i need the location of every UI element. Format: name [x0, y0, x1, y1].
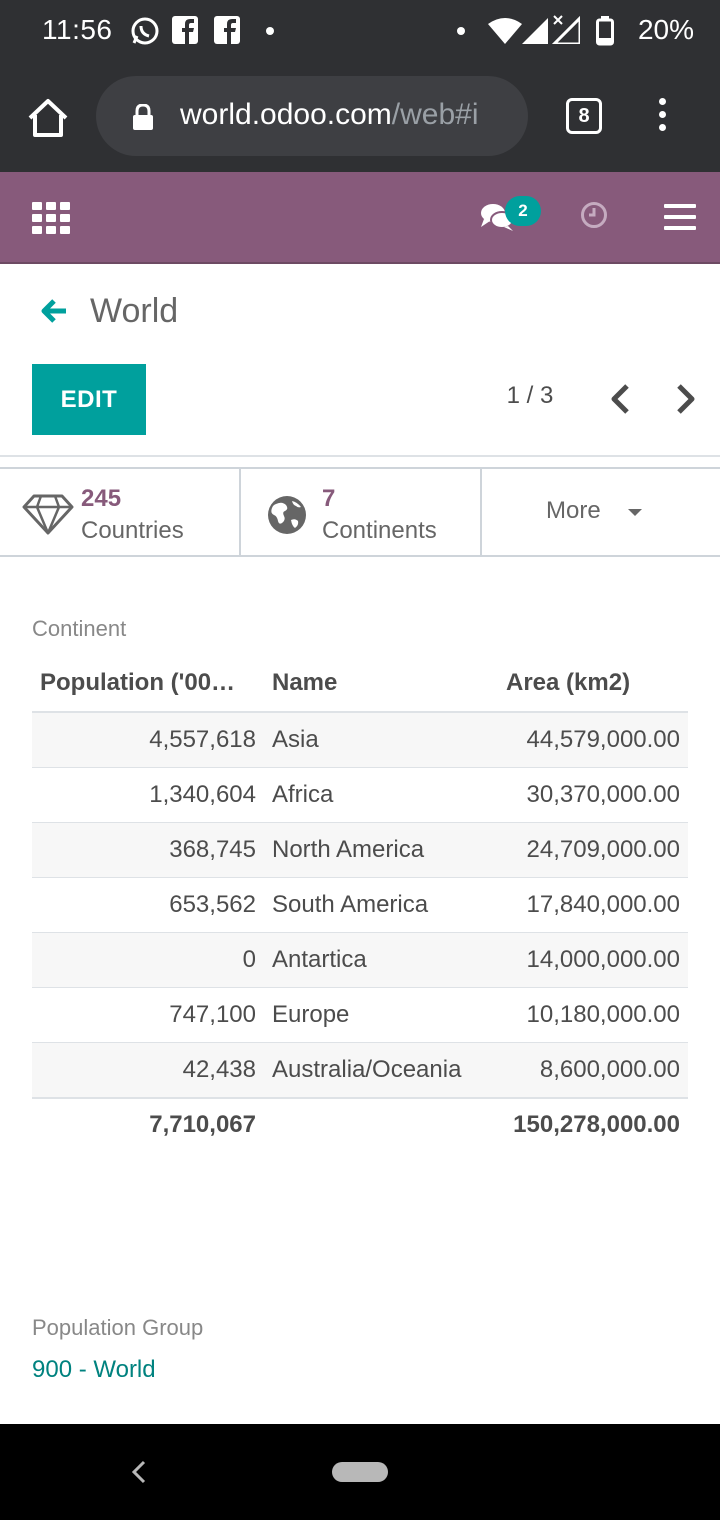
table-header: Population ('00… Name Area (km2): [32, 655, 688, 713]
page-title: World: [90, 291, 179, 330]
globe-icon: [268, 496, 306, 534]
chat-unread-badge: 2: [505, 196, 541, 226]
battery-percentage: 20%: [637, 14, 694, 45]
status-bar: 11:56 20%: [0, 0, 720, 64]
signal-no-sim-icon: [552, 15, 580, 44]
odoo-navbar: [0, 172, 720, 264]
table-row[interactable]: 4,557,618 Asia 44,579,000.00: [32, 713, 688, 768]
cell-name: South America: [272, 891, 429, 918]
back-arrow-icon[interactable]: [40, 296, 70, 326]
cell-population: 1,340,604: [149, 781, 256, 808]
status-time: 11:56: [42, 14, 113, 45]
cell-area: 10,180,000.00: [526, 1001, 680, 1028]
url-text: world.odoo.com/web#i: [180, 98, 510, 132]
cell-population: 653,562: [169, 891, 256, 918]
countries-count: 245: [81, 485, 122, 512]
continent-table: Population ('00… Name Area (km2) 4,557,6…: [32, 655, 688, 1150]
android-navigation-bar: [0, 1424, 720, 1520]
cell-name: Australia/Oceania: [272, 1056, 462, 1083]
countries-label: Countries: [81, 517, 184, 544]
cell-area: 30,370,000.00: [526, 781, 680, 808]
cell-population: 368,745: [169, 836, 256, 863]
url-domain: world.odoo.com: [180, 98, 392, 131]
table-row[interactable]: 0 Antartica 14,000,000.00: [32, 933, 688, 988]
population-group-label: Population Group: [32, 1315, 204, 1340]
table-row[interactable]: 368,745 North America 24,709,000.00: [32, 823, 688, 878]
cell-area: 44,579,000.00: [526, 726, 680, 753]
hamburger-menu-icon[interactable]: [664, 204, 696, 232]
cell-population: 42,438: [182, 1056, 256, 1083]
cell-population: 0: [242, 946, 256, 973]
cell-area: 14,000,000.00: [526, 946, 680, 973]
more-dropdown-button[interactable]: More: [482, 469, 720, 555]
battery-icon: [596, 16, 614, 46]
cell-name: Antartica: [272, 946, 367, 973]
continents-smart-button[interactable]: 7 Continents: [241, 469, 482, 555]
table-row[interactable]: 653,562 South America 17,840,000.00: [32, 878, 688, 933]
table-footer-totals: 7,710,067 150,278,000.00: [32, 1098, 688, 1150]
breadcrumb: World: [40, 286, 178, 336]
continents-count: 7: [322, 485, 336, 512]
cell-area: 24,709,000.00: [526, 836, 680, 863]
tab-switcher-button[interactable]: 8: [566, 98, 602, 134]
activity-clock-icon[interactable]: [580, 201, 608, 229]
signal-icon: [522, 18, 548, 44]
cell-name: North America: [272, 836, 425, 863]
lock-icon: [133, 104, 153, 130]
caret-down-icon: [628, 509, 642, 516]
cell-population: 747,100: [169, 1001, 256, 1028]
countries-smart-button[interactable]: 245 Countries: [0, 469, 241, 555]
cell-area: 17,840,000.00: [526, 891, 680, 918]
population-group-link[interactable]: 900 - World: [32, 1356, 156, 1383]
browser-menu-icon[interactable]: [652, 98, 672, 138]
table-row[interactable]: 42,438 Australia/Oceania 8,600,000.00: [32, 1043, 688, 1098]
column-header-area[interactable]: Area (km2): [506, 669, 631, 696]
wifi-icon: [488, 18, 522, 44]
more-label: More: [546, 497, 601, 524]
whatsapp-icon: [131, 17, 159, 45]
table-body: 4,557,618 Asia 44,579,000.00 1,340,604 A…: [32, 713, 688, 1098]
facebook-icon-2: [214, 16, 240, 44]
notification-dot-icon: [266, 27, 274, 35]
apps-menu-icon[interactable]: [32, 202, 70, 234]
total-population: 7,710,067: [149, 1110, 256, 1138]
column-header-population[interactable]: Population ('00…: [40, 669, 236, 696]
browser-toolbar: world.odoo.com/web#i 8: [0, 64, 720, 172]
chevron-left-icon[interactable]: [606, 382, 636, 416]
continents-label: Continents: [322, 517, 437, 544]
smart-button-box: 245 Countries 7 Continents More: [0, 467, 720, 557]
control-panel-divider: [0, 455, 720, 457]
column-header-name[interactable]: Name: [272, 669, 338, 696]
cell-population: 4,557,618: [149, 726, 256, 753]
home-icon[interactable]: [26, 96, 70, 140]
url-path: /web#i: [391, 98, 479, 131]
cell-name: Africa: [272, 781, 334, 808]
table-row[interactable]: 747,100 Europe 10,180,000.00: [32, 988, 688, 1043]
pager-value[interactable]: 1 / 3: [506, 382, 554, 409]
facebook-icon: [172, 16, 198, 44]
nav-back-icon[interactable]: [130, 1458, 150, 1486]
cell-name: Asia: [272, 726, 319, 753]
cell-name: Europe: [272, 1001, 350, 1028]
edit-button[interactable]: EDIT: [32, 364, 146, 435]
chevron-right-icon[interactable]: [670, 382, 700, 416]
continent-field-label: Continent: [32, 616, 127, 641]
diamond-icon: [22, 494, 74, 535]
total-area: 150,278,000.00: [513, 1110, 680, 1138]
address-bar[interactable]: world.odoo.com/web#i: [96, 76, 528, 156]
cell-area: 8,600,000.00: [539, 1056, 680, 1083]
nav-home-pill[interactable]: [332, 1462, 388, 1482]
table-row[interactable]: 1,340,604 Africa 30,370,000.00: [32, 768, 688, 823]
dot-icon: [457, 27, 465, 35]
